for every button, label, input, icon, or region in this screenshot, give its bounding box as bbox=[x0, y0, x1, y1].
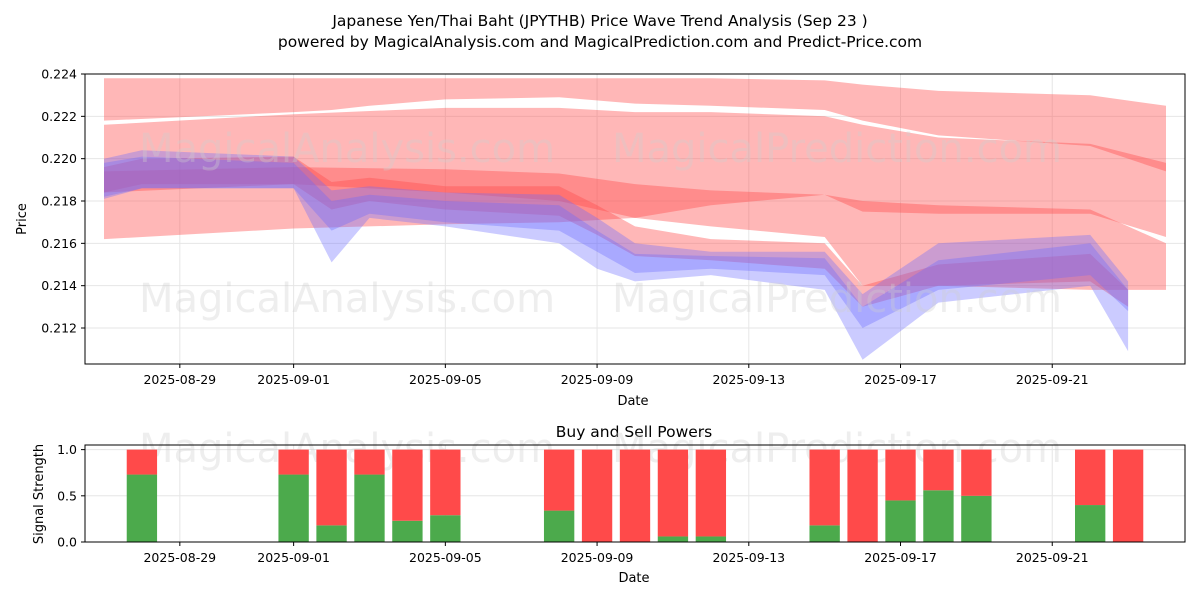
price-x-axis-title: Date bbox=[617, 394, 648, 409]
red-wave-band-3 bbox=[104, 156, 1129, 307]
signal-x-tick-label: 2025-09-05 bbox=[409, 550, 482, 565]
sell-bar bbox=[657, 449, 689, 537]
watermark-text: MagicalPrediction.com bbox=[612, 126, 1062, 172]
price-x-tick-label: 2025-09-17 bbox=[864, 372, 937, 387]
price-x-tick-label: 2025-08-29 bbox=[143, 372, 216, 387]
price-y-ticks: 0.212 0.214 0.216 0.218 0.220 0.222 0.224 bbox=[41, 67, 85, 336]
signal-title: Buy and Sell Powers bbox=[556, 423, 713, 441]
sell-bar bbox=[847, 449, 878, 542]
buy-bar bbox=[278, 474, 309, 542]
price-y-axis-title: Price bbox=[15, 203, 30, 235]
price-wave-bands bbox=[104, 78, 1166, 360]
buy-bar bbox=[695, 536, 727, 542]
buy-bar bbox=[316, 525, 347, 542]
signal-x-tick-label: 2025-09-21 bbox=[1016, 550, 1089, 565]
signal-x-tick-label: 2025-09-01 bbox=[257, 550, 330, 565]
red-wave-band-1 bbox=[104, 107, 1166, 240]
price-y-tick-label: 0.224 bbox=[41, 67, 77, 82]
signal-y-tick-label: 0.0 bbox=[57, 535, 77, 550]
sell-bar bbox=[392, 449, 423, 521]
price-y-tick-label: 0.220 bbox=[41, 151, 77, 166]
buy-bar bbox=[657, 536, 689, 542]
buy-bar bbox=[809, 525, 840, 542]
sell-bar bbox=[581, 449, 613, 542]
watermark-text: MagicalAnalysis.com bbox=[139, 426, 555, 472]
sell-bar bbox=[885, 449, 916, 501]
buy-bar bbox=[126, 474, 158, 542]
sell-bar bbox=[543, 449, 575, 511]
sell-bar bbox=[354, 449, 385, 475]
signal-x-tick-label: 2025-09-09 bbox=[561, 550, 634, 565]
blue-wave-band-5 bbox=[104, 156, 1129, 360]
buy-bar bbox=[354, 474, 385, 542]
sell-bar bbox=[1112, 449, 1144, 542]
price-x-ticks: 2025-08-29 2025-09-01 2025-09-05 2025-09-09… bbox=[143, 364, 1089, 387]
sell-bar bbox=[1075, 449, 1106, 506]
watermark-text: MagicalAnalysis.com bbox=[139, 126, 555, 172]
sell-bar bbox=[316, 449, 347, 526]
buy-bar bbox=[961, 495, 992, 542]
chart-subtitle: powered by MagicalAnalysis.com and Magic… bbox=[278, 33, 922, 51]
signal-y-tick-label: 0.5 bbox=[57, 488, 77, 503]
sell-bar bbox=[961, 449, 992, 496]
blue-wave-band-4 bbox=[104, 150, 1129, 328]
signal-x-axis-title: Date bbox=[618, 571, 649, 586]
buy-bar bbox=[885, 500, 916, 542]
price-watermarks: MagicalAnalysis.com MagicalPrediction.com… bbox=[139, 126, 1062, 322]
signal-x-tick-label: 2025-09-13 bbox=[712, 550, 785, 565]
sell-bar bbox=[619, 449, 651, 542]
price-y-tick-label: 0.212 bbox=[41, 321, 77, 336]
price-x-tick-label: 2025-09-21 bbox=[1016, 372, 1089, 387]
red-wave-band-0 bbox=[104, 78, 1166, 172]
signal-x-tick-label: 2025-09-17 bbox=[864, 550, 937, 565]
watermark-text: MagicalAnalysis.com bbox=[139, 276, 555, 322]
buy-bar bbox=[923, 490, 954, 542]
price-plot-frame bbox=[84, 73, 1186, 365]
signal-y-axis-title: Signal Strength bbox=[32, 444, 47, 544]
signal-x-ticks: 2025-08-29 2025-09-01 2025-09-05 2025-09-09… bbox=[143, 542, 1089, 565]
price-y-tick-label: 0.216 bbox=[41, 236, 77, 251]
price-y-tick-label: 0.214 bbox=[41, 278, 77, 293]
sell-bar bbox=[923, 449, 954, 491]
buy-bar bbox=[392, 520, 423, 542]
price-x-tick-label: 2025-09-09 bbox=[561, 372, 634, 387]
chart-title: Japanese Yen/Thai Baht (JPYTHB) Price Wa… bbox=[331, 12, 867, 30]
signal-y-ticks: 0.0 0.5 1.0 bbox=[57, 442, 85, 550]
signal-bars bbox=[126, 449, 1144, 542]
sell-bar bbox=[809, 449, 840, 526]
price-y-tick-label: 0.222 bbox=[41, 109, 77, 124]
signal-x-tick-label: 2025-08-29 bbox=[143, 550, 216, 565]
price-wave-plot: MagicalAnalysis.com MagicalPrediction.com… bbox=[15, 67, 1186, 409]
price-x-tick-label: 2025-09-01 bbox=[257, 372, 330, 387]
price-x-tick-label: 2025-09-13 bbox=[712, 372, 785, 387]
red-wave-band-2 bbox=[104, 167, 1166, 290]
watermark-text: MagicalPrediction.com bbox=[612, 276, 1062, 322]
sell-bar bbox=[430, 449, 461, 516]
price-x-tick-label: 2025-09-05 bbox=[409, 372, 482, 387]
buy-bar bbox=[1075, 505, 1106, 542]
buy-bar bbox=[543, 510, 575, 542]
buy-bar bbox=[430, 515, 461, 542]
signal-y-tick-label: 1.0 bbox=[57, 442, 77, 457]
signal-plot: Buy and Sell Powers MagicalAnalysis.com M… bbox=[32, 423, 1186, 586]
sell-bar bbox=[278, 449, 309, 475]
signal-plot-frame bbox=[84, 444, 1186, 543]
price-y-tick-label: 0.218 bbox=[41, 194, 77, 209]
sell-bar bbox=[695, 449, 727, 537]
sell-bar bbox=[126, 449, 158, 475]
